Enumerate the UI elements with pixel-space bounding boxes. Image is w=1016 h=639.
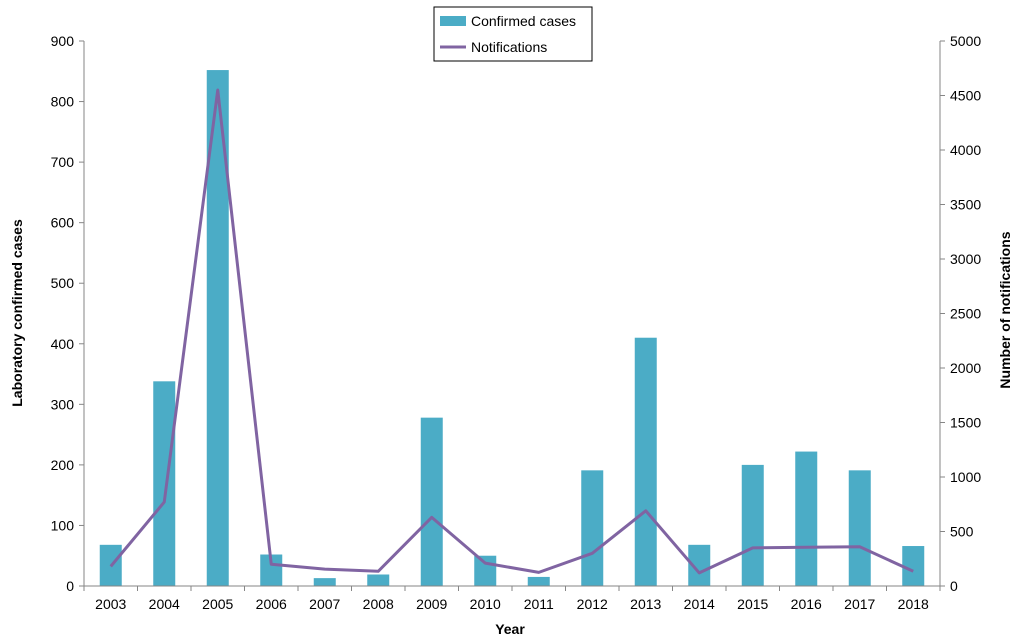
bar-2005 [206, 70, 229, 587]
notifications-line [109, 88, 914, 575]
x-tick-label: 2013 [630, 596, 661, 612]
bar-2013 [634, 337, 657, 586]
bar-2018 [902, 546, 925, 586]
x-tick-label: 2012 [577, 596, 608, 612]
x-tick-label: 2004 [149, 596, 180, 612]
y-tick-label: 900 [51, 33, 75, 49]
legend: Confirmed cases Notifications [433, 6, 593, 62]
bar-2017 [848, 470, 871, 586]
x-tick-label: 2005 [202, 596, 233, 612]
y2-tick-label: 3000 [950, 251, 981, 267]
bar-2011 [527, 576, 550, 586]
legend-label-confirmed-cases: Confirmed cases [471, 13, 576, 29]
x-tick-label: 2014 [684, 596, 715, 612]
bar-2016 [795, 451, 818, 586]
y2-axis-title: Number of notifications [997, 231, 1013, 388]
y2-tick-label: 4500 [950, 88, 981, 104]
x-axis-title: Year [495, 621, 525, 637]
y-tick-label: 800 [51, 94, 75, 110]
bar-2008 [367, 574, 390, 586]
axes [79, 40, 945, 591]
y-tick-label: 0 [66, 578, 74, 594]
tick-labels: 0 100 200 300 400 500 600 700 800 900 0 500 1000 1500… [51, 33, 982, 612]
y-tick-label: 600 [51, 215, 75, 231]
bar-2004 [153, 381, 176, 586]
bar-series-confirmed-cases [99, 70, 925, 587]
y2-tick-label: 4000 [950, 142, 981, 158]
y-tick-label: 300 [51, 396, 75, 412]
x-tick-label: 2008 [363, 596, 394, 612]
x-tick-label: 2007 [309, 596, 340, 612]
y2-tick-label: 0 [950, 578, 958, 594]
y2-tick-label: 2000 [950, 360, 981, 376]
y2-tick-label: 1000 [950, 469, 981, 485]
y-axis-title: Laboratory confirmed cases [9, 219, 25, 407]
x-tick-label: 2018 [898, 596, 929, 612]
x-tick-label: 2003 [95, 596, 126, 612]
y-tick-label: 100 [51, 517, 75, 533]
bar-2009 [420, 417, 443, 586]
legend-label-notifications: Notifications [471, 39, 547, 55]
x-tick-label: 2016 [791, 596, 822, 612]
y2-tick-label: 2500 [950, 306, 981, 322]
bar-2006 [260, 554, 283, 586]
bar-2012 [581, 470, 604, 586]
y-tick-label: 700 [51, 154, 75, 170]
y-tick-label: 500 [51, 275, 75, 291]
y2-tick-label: 1500 [950, 415, 981, 431]
y-tick-label: 200 [51, 457, 75, 473]
x-tick-label: 2015 [737, 596, 768, 612]
x-tick-label: 2009 [416, 596, 447, 612]
y2-tick-label: 3500 [950, 197, 981, 213]
bar-2015 [741, 464, 764, 586]
line-series-notifications [109, 88, 914, 575]
y-tick-label: 400 [51, 336, 75, 352]
x-tick-label: 2017 [844, 596, 875, 612]
bar-2007 [313, 578, 336, 586]
x-tick-label: 2011 [524, 596, 554, 612]
x-tick-label: 2010 [470, 596, 501, 612]
bar-2010 [474, 555, 497, 586]
x-tick-label: 2006 [256, 596, 287, 612]
y2-tick-label: 5000 [950, 33, 981, 49]
bar-2014 [688, 544, 711, 586]
y2-tick-label: 500 [950, 524, 974, 540]
legend-swatch-confirmed-cases [440, 16, 466, 26]
